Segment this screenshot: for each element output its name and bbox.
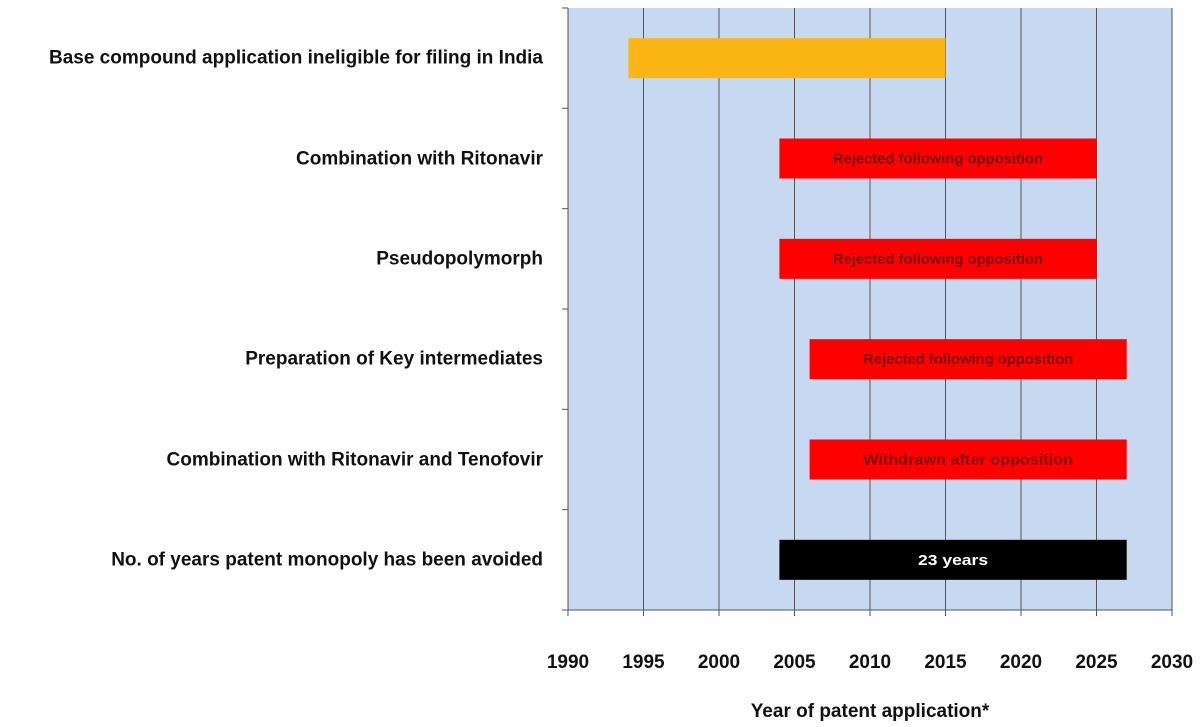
bar xyxy=(809,339,1127,380)
bar xyxy=(779,539,1127,580)
x-tick-label: 2020 xyxy=(1000,652,1042,673)
bar xyxy=(809,439,1127,480)
bar xyxy=(779,138,1097,179)
bar-label: Rejected following opposition xyxy=(833,150,1043,167)
category-label: Combination with Ritonavir xyxy=(296,148,543,169)
x-tick-label: 1995 xyxy=(622,652,665,673)
bar-label: Withdrawn after opposition xyxy=(863,451,1073,468)
bar xyxy=(628,38,946,79)
x-tick-label: 2000 xyxy=(698,652,740,673)
x-tick-label: 2010 xyxy=(849,652,891,673)
bar xyxy=(779,238,1097,279)
x-tick-label: 2030 xyxy=(1151,652,1193,673)
category-label: Base compound application ineligible for… xyxy=(48,47,543,69)
category-label: Preparation of Key intermediates xyxy=(245,348,543,370)
category-label: Pseudopolymorph xyxy=(376,248,543,270)
x-tick-label: 1990 xyxy=(547,652,589,673)
x-tick-label: 2005 xyxy=(773,652,816,673)
bar-label: 23 years xyxy=(918,552,988,569)
bar-label: Rejected following opposition xyxy=(833,251,1043,268)
x-tick-label: 2025 xyxy=(1075,652,1118,673)
category-label: Combination with Ritonavir and Tenofovir xyxy=(166,449,543,470)
x-tick-label: 2015 xyxy=(924,652,967,673)
category-label: No. of years patent monopoly has been av… xyxy=(111,549,543,571)
bar-label: Rejected following opposition xyxy=(863,351,1073,368)
x-axis-title: Year of patent application* xyxy=(751,701,990,722)
